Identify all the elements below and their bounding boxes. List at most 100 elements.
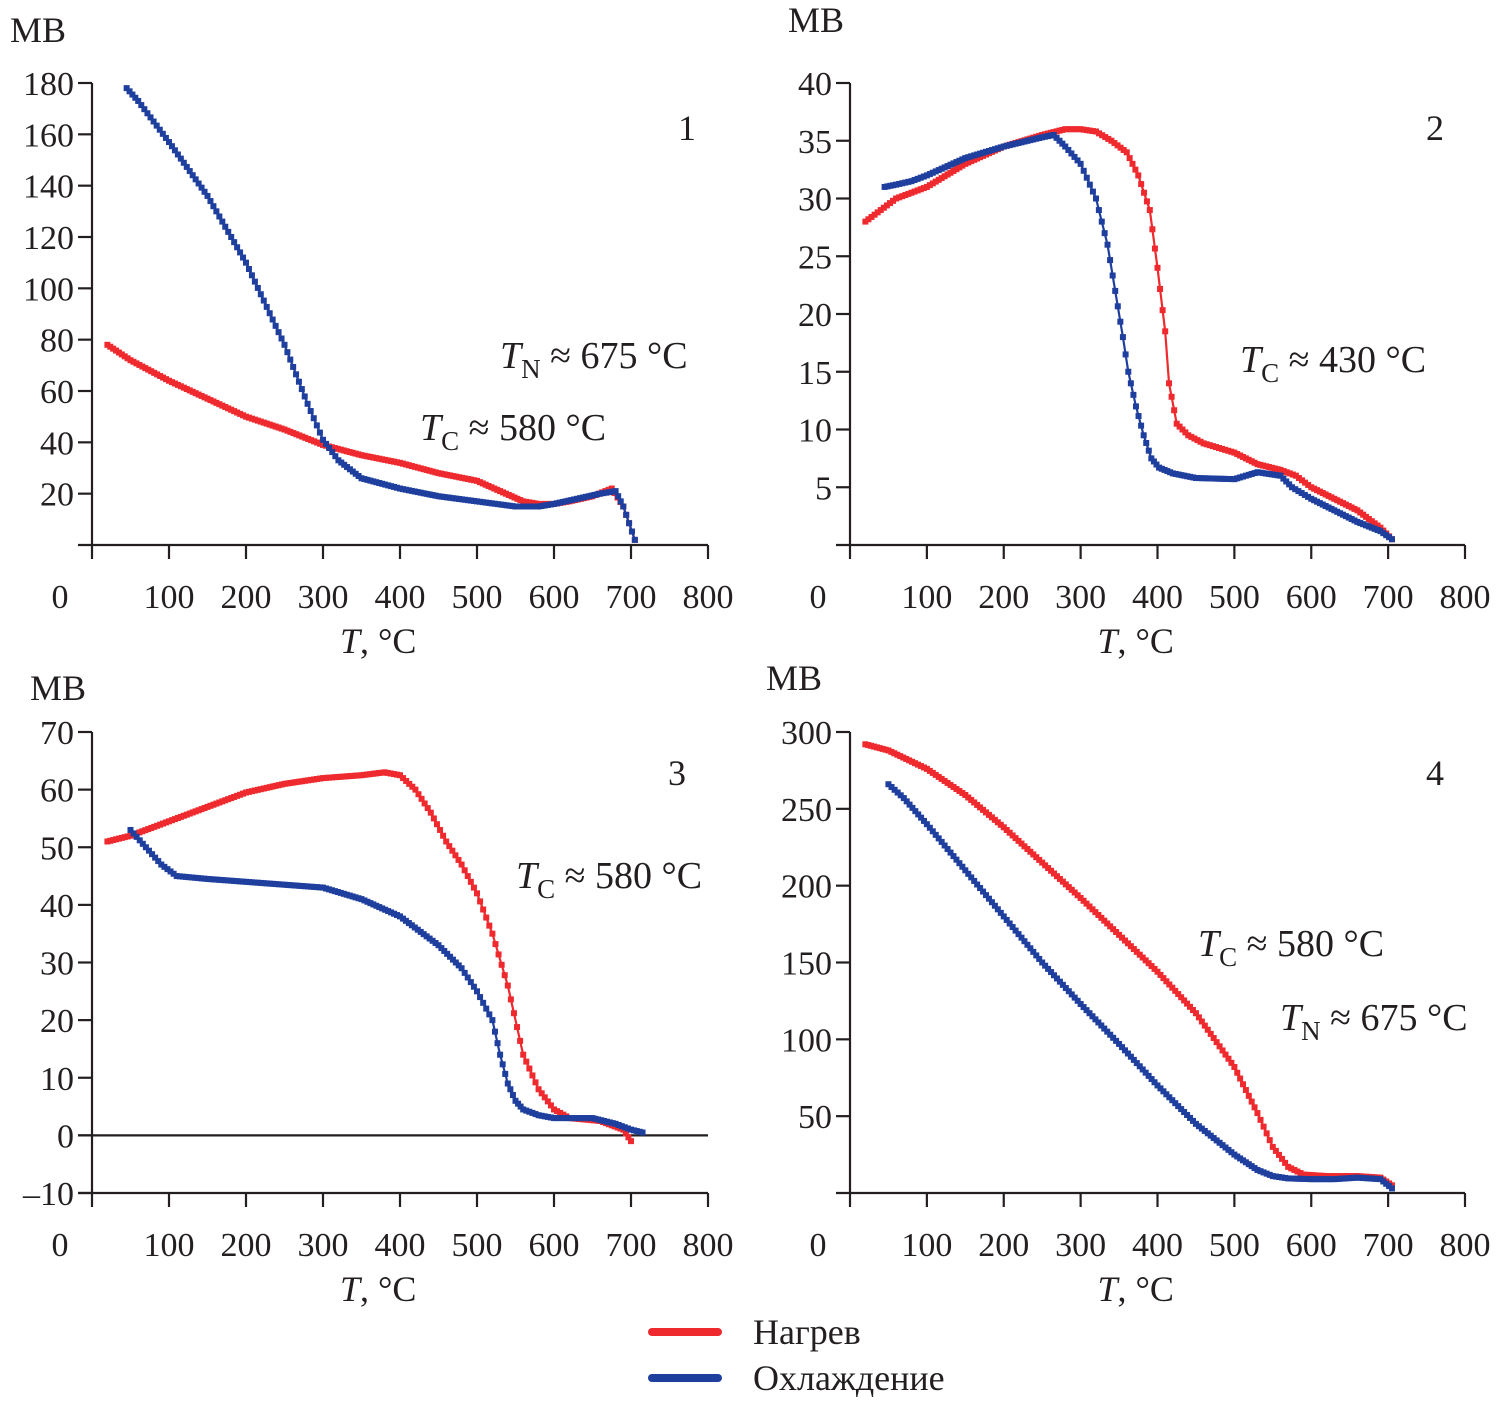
data-point — [526, 1108, 533, 1115]
data-point — [621, 1124, 628, 1131]
data-point — [968, 874, 975, 881]
data-point — [1163, 978, 1170, 985]
data-point — [141, 106, 148, 113]
data-point — [1068, 126, 1075, 133]
data-point — [557, 1109, 564, 1116]
data-point — [1143, 439, 1150, 446]
data-point — [158, 861, 165, 868]
data-point — [1104, 1028, 1111, 1035]
x-tick-label: 400 — [375, 1227, 426, 1264]
y-tick-label: 5 — [815, 470, 832, 507]
data-point — [1127, 380, 1134, 387]
data-point — [544, 1098, 551, 1105]
y-tick-label: 40 — [40, 425, 74, 462]
data-point — [320, 436, 326, 443]
data-point — [1272, 1147, 1279, 1154]
data-point — [189, 874, 196, 881]
annotation-c: TC ≈ 580 °C — [420, 407, 606, 456]
data-point — [1015, 931, 1022, 938]
data-point — [1126, 155, 1133, 162]
data-point — [1089, 128, 1096, 135]
data-point — [1166, 981, 1173, 988]
data-point — [1042, 962, 1049, 969]
data-point — [1089, 1013, 1096, 1020]
data-point — [1305, 493, 1312, 500]
data-point — [234, 244, 241, 251]
data-point — [1117, 318, 1124, 325]
data-point — [1138, 181, 1145, 188]
data-point — [1282, 1174, 1289, 1181]
data-point — [384, 769, 391, 776]
series-markers-heating — [104, 769, 632, 1141]
data-point — [538, 502, 545, 509]
data-point — [219, 218, 226, 225]
annotation-c: TC ≈ 580 °C — [1198, 923, 1384, 972]
data-point — [888, 784, 895, 791]
data-point — [195, 180, 202, 187]
y-tick-label: 250 — [781, 792, 832, 829]
x-tick-label: 700 — [1363, 579, 1414, 616]
x-tick-label: 300 — [1055, 1227, 1106, 1264]
data-point — [877, 207, 884, 214]
series-markers-cooling — [127, 826, 643, 1135]
data-point — [625, 1134, 632, 1141]
y-axis-label: MB — [788, 0, 844, 40]
data-point — [272, 322, 279, 329]
data-point — [547, 1102, 554, 1109]
data-point — [129, 91, 136, 98]
data-point — [1074, 126, 1081, 133]
data-point — [1027, 945, 1034, 952]
data-point — [953, 856, 960, 863]
data-point — [538, 1112, 545, 1119]
data-point — [387, 770, 394, 777]
data-point — [1051, 972, 1058, 979]
y-tick-label: 60 — [40, 374, 74, 411]
data-point — [1302, 479, 1309, 486]
data-point — [899, 180, 906, 187]
data-point — [316, 429, 323, 436]
data-point — [216, 213, 223, 220]
data-point — [615, 1122, 622, 1129]
data-point — [254, 284, 261, 291]
data-point — [520, 498, 527, 505]
data-point — [908, 189, 915, 196]
data-point — [452, 852, 459, 859]
y-tick-label: 40 — [798, 66, 832, 103]
data-point — [1062, 126, 1069, 133]
data-point — [1130, 391, 1137, 398]
x-tick-label: 500 — [452, 1227, 503, 1264]
data-point — [626, 520, 633, 527]
data-point — [192, 874, 199, 881]
data-point — [486, 922, 493, 929]
data-point — [1120, 146, 1127, 153]
data-point — [1192, 1010, 1199, 1017]
data-point — [298, 386, 305, 393]
data-point — [1141, 189, 1148, 196]
data-point — [132, 94, 139, 101]
data-point — [248, 272, 255, 279]
data-point — [1130, 1056, 1137, 1063]
data-point — [1178, 994, 1185, 1001]
data-point — [520, 1106, 527, 1113]
data-point — [1326, 1173, 1333, 1180]
data-point — [1285, 1163, 1292, 1170]
data-point — [1260, 1123, 1267, 1130]
data-point — [498, 961, 505, 968]
data-point — [1197, 438, 1204, 445]
data-point — [467, 979, 474, 986]
data-point — [307, 408, 314, 415]
data-point — [1024, 941, 1031, 948]
data-point — [1305, 481, 1312, 488]
y-axis-label: MB — [10, 10, 66, 50]
data-point — [1111, 140, 1118, 147]
data-point — [606, 489, 613, 496]
annotation-n: TN ≈ 675 °C — [1280, 997, 1468, 1046]
data-point — [149, 851, 156, 858]
data-point — [893, 195, 900, 202]
data-point — [1234, 1069, 1241, 1076]
data-point — [483, 914, 490, 921]
y-tick-label: 25 — [798, 239, 832, 276]
x-tick-label: 200 — [221, 579, 272, 616]
annotation-c: TC ≈ 580 °C — [516, 855, 702, 904]
series-line-heating — [107, 771, 632, 1142]
